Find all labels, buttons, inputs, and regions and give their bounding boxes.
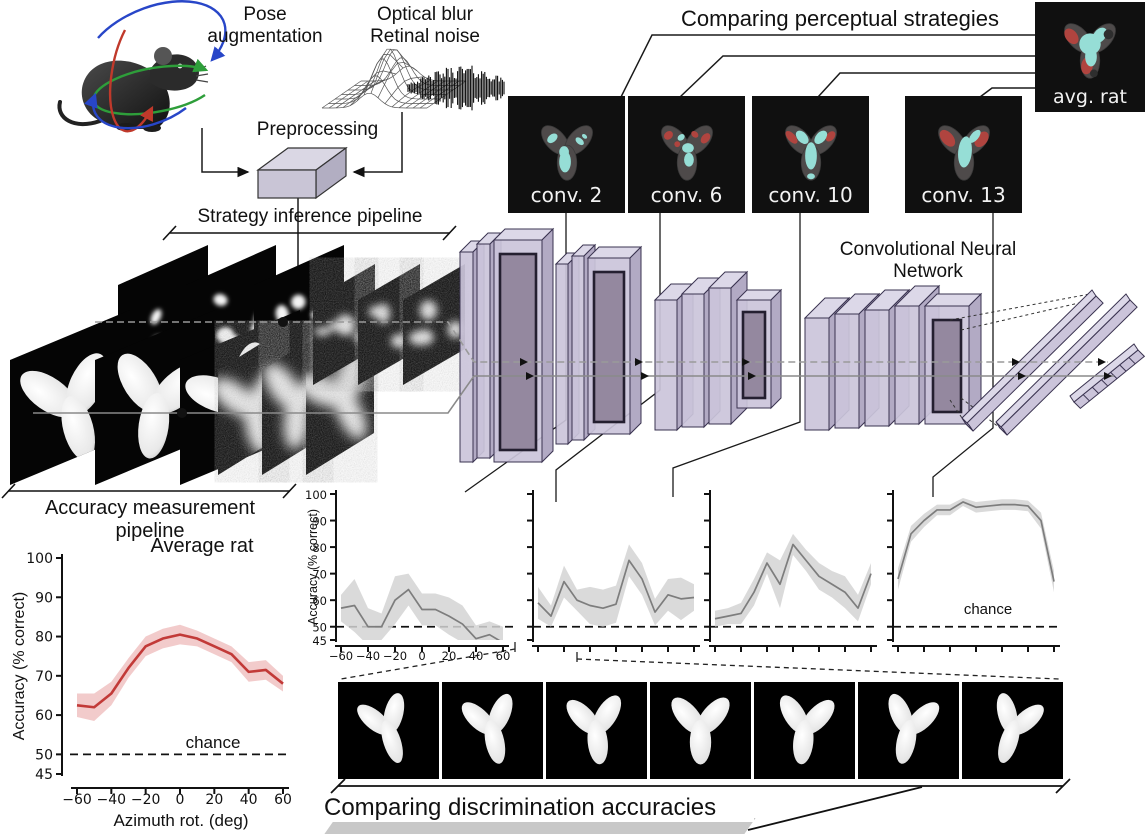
svg-text:70: 70 xyxy=(35,669,53,685)
svg-text:60: 60 xyxy=(312,594,327,608)
svg-text:60: 60 xyxy=(274,792,292,808)
comparing-accuracies-title: Comparing discrimination accuracies xyxy=(318,794,754,822)
chart-conv13: chance xyxy=(887,490,1060,652)
svg-text:100: 100 xyxy=(305,488,327,502)
svg-text:−20: −20 xyxy=(131,792,161,808)
conv13-strategy-box: conv. 13 xyxy=(905,96,1022,213)
svg-text:70: 70 xyxy=(312,568,327,582)
accuracy-pipeline-label: Accuracy measurement pipeline xyxy=(44,497,256,542)
conv10-strategy-map xyxy=(752,108,869,192)
chart-conv10 xyxy=(704,490,877,652)
conv10-label: conv. 10 xyxy=(768,183,853,207)
conv2-strategy-box: conv. 2 xyxy=(508,96,625,213)
svg-text:100: 100 xyxy=(26,551,53,567)
svg-text:80: 80 xyxy=(312,541,327,555)
svg-text:−20: −20 xyxy=(383,649,407,663)
comparing-strategies-title: Comparing perceptual strategies xyxy=(681,6,999,31)
svg-text:40: 40 xyxy=(469,649,484,663)
svg-text:Accuracy (% correct): Accuracy (% correct) xyxy=(11,592,28,740)
svg-text:0: 0 xyxy=(176,792,185,808)
avg-rat-strategy-map xyxy=(1035,8,1145,87)
chart-avg_rat: chance 45 50 60 70 80 90 100 −60 −40 −20 0 20 40 60 Ave… xyxy=(11,535,292,830)
svg-text:−60: −60 xyxy=(329,649,353,663)
svg-text:Average rat: Average rat xyxy=(150,535,253,557)
stimulus-tile xyxy=(546,682,647,779)
strategy-connector-lines xyxy=(620,34,1035,98)
conv13-label: conv. 13 xyxy=(921,183,1006,207)
stack-noisy-small xyxy=(313,264,465,385)
conv13-strategy-map xyxy=(905,108,1022,192)
conv2-label: conv. 2 xyxy=(530,183,603,207)
stimulus-tile xyxy=(754,682,855,779)
svg-text:Azimuth rot. (deg): Azimuth rot. (deg) xyxy=(113,811,248,830)
conv2-strategy-map xyxy=(508,108,625,192)
svg-text:0: 0 xyxy=(418,649,425,663)
junction-dot-bottom xyxy=(177,408,187,418)
zoom-out-dashed-lines xyxy=(340,642,1060,680)
svg-text:60: 60 xyxy=(496,649,511,663)
chart-conv6 xyxy=(527,490,700,652)
svg-text:90: 90 xyxy=(312,515,327,529)
svg-text:45: 45 xyxy=(312,634,327,648)
discrimination-bracket xyxy=(330,778,1071,831)
svg-text:40: 40 xyxy=(240,792,258,808)
svg-text:90: 90 xyxy=(35,590,53,606)
pose-augmentation-label: Pose augmentation xyxy=(207,4,323,47)
retinal-noise-line2: Retinal noise xyxy=(370,25,480,47)
svg-text:−40: −40 xyxy=(97,792,127,808)
conv6-strategy-map xyxy=(628,108,745,192)
svg-text:20: 20 xyxy=(442,649,457,663)
conv6-strategy-box: conv. 6 xyxy=(628,96,745,213)
preprocessing-box xyxy=(256,146,348,200)
flow-arrowheads xyxy=(520,358,1112,380)
stimulus-tile xyxy=(962,682,1063,779)
svg-text:Accuracy (% correct): Accuracy (% correct) xyxy=(306,509,320,625)
svg-text:45: 45 xyxy=(35,767,53,783)
svg-text:60: 60 xyxy=(35,708,53,724)
noise-waveform xyxy=(407,65,505,111)
flow-lines xyxy=(33,317,1114,418)
svg-text:chance: chance xyxy=(186,733,241,752)
avg-rat-label: avg. rat xyxy=(1053,86,1127,108)
pipeline-brackets xyxy=(1,225,457,499)
stimulus-tile xyxy=(650,682,751,779)
svg-text:chance: chance xyxy=(964,601,1012,618)
svg-text:50: 50 xyxy=(35,747,53,763)
junction-dot-top xyxy=(278,317,288,327)
cnn-label: Convolutional Neural Network xyxy=(839,239,1017,282)
optical-blur-line1: Optical blur xyxy=(376,4,474,25)
rotation-arrows xyxy=(84,0,227,133)
stimulus-tile xyxy=(338,682,439,779)
preprocessing-label: Preprocessing xyxy=(256,119,379,140)
stimulus-tile xyxy=(442,682,543,779)
stimulus-tile xyxy=(858,682,959,779)
svg-text:50: 50 xyxy=(312,621,327,635)
strategy-pipeline-label: Strategy inference pipeline xyxy=(197,206,423,227)
svg-text:80: 80 xyxy=(35,630,53,646)
conv10-strategy-box: conv. 10 xyxy=(752,96,869,213)
stimulus-tile-row xyxy=(338,682,1066,779)
svg-text:−60: −60 xyxy=(62,792,92,808)
fc-bars xyxy=(961,289,1138,436)
avg-rat-strategy-box: avg. rat xyxy=(1035,2,1145,112)
svg-text:−40: −40 xyxy=(356,649,380,663)
conv6-label: conv. 6 xyxy=(650,183,723,207)
svg-text:20: 20 xyxy=(205,792,223,808)
optical-blur-label: Optical blur Retinal noise xyxy=(350,4,500,48)
cnn-slabs xyxy=(458,227,983,464)
